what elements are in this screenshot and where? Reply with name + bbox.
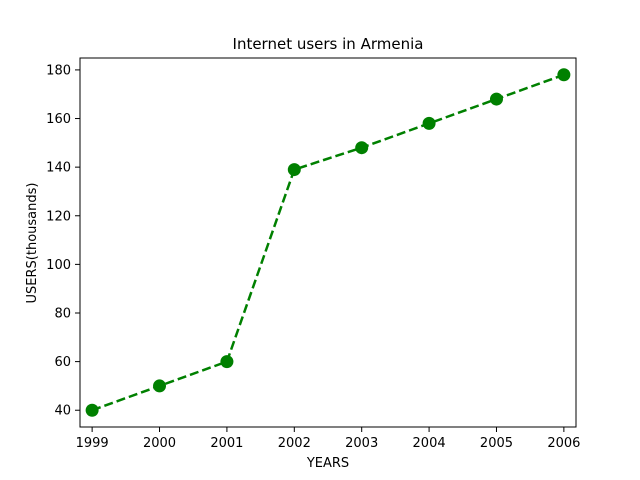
x-tick-label: 2006 <box>547 436 580 451</box>
chart-title: Internet users in Armenia <box>233 35 424 53</box>
y-tick-label: 140 <box>46 161 71 176</box>
x-tick-label: 2004 <box>413 436 446 451</box>
data-point <box>287 163 301 177</box>
x-axis-label: YEARS <box>306 456 349 471</box>
data-point <box>85 403 99 417</box>
data-point <box>422 116 436 130</box>
y-tick-label: 60 <box>54 355 71 370</box>
data-point <box>355 141 369 155</box>
y-tick-label: 40 <box>54 404 71 419</box>
axis-ticks: 1999 2000 2001 2002 2003 2004 2005 2006 40 60 80 10… <box>46 63 580 451</box>
x-tick-label: 2005 <box>480 436 513 451</box>
y-tick-label: 100 <box>46 258 71 273</box>
y-tick-label: 160 <box>46 112 71 127</box>
x-tick-label: 2002 <box>278 436 311 451</box>
data-point <box>153 379 167 393</box>
x-tick-label: 1999 <box>76 436 109 451</box>
x-tick-label: 2001 <box>210 436 243 451</box>
series-line <box>91 73 565 412</box>
x-tick-label: 2000 <box>143 436 176 451</box>
y-tick-label: 180 <box>46 63 71 78</box>
series-layer <box>85 68 571 417</box>
y-tick-label: 80 <box>54 306 71 321</box>
plot-area-frame <box>79 57 577 428</box>
y-axis-label: USERS(thousands) <box>25 183 40 304</box>
data-point <box>220 355 234 369</box>
data-point <box>557 68 571 82</box>
data-point <box>489 92 503 106</box>
y-tick-label: 120 <box>46 209 71 224</box>
x-tick-label: 2003 <box>345 436 378 451</box>
